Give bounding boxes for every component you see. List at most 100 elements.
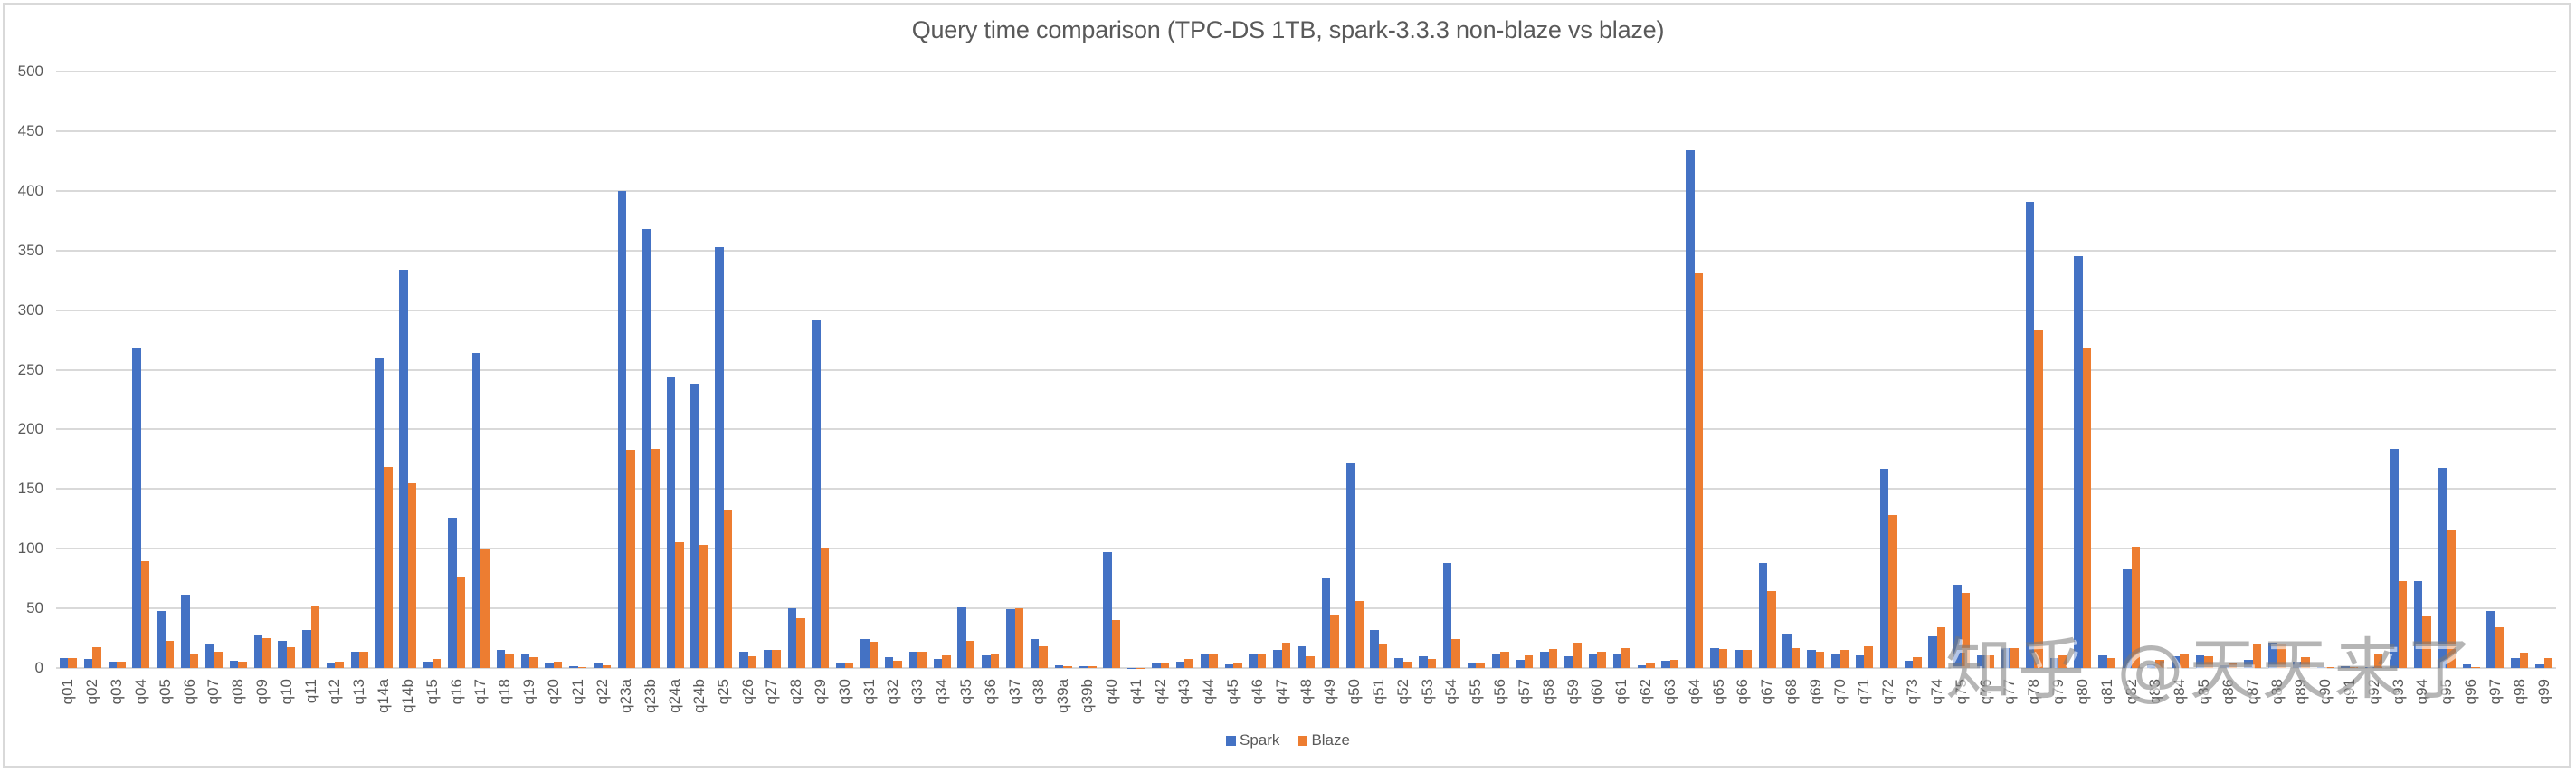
bar-spark[interactable] xyxy=(1637,665,1647,668)
bar-spark[interactable] xyxy=(2390,448,2399,668)
bar-blaze[interactable] xyxy=(2010,647,2019,668)
bar-spark[interactable] xyxy=(181,594,190,668)
bar-blaze[interactable] xyxy=(1427,659,1437,668)
bar-blaze[interactable] xyxy=(214,651,223,668)
bar-spark[interactable] xyxy=(2001,648,2010,668)
bar-spark[interactable] xyxy=(763,649,773,668)
bar-spark[interactable] xyxy=(1273,649,1282,668)
bar-blaze[interactable] xyxy=(432,659,442,668)
bar-spark[interactable] xyxy=(642,228,651,668)
bar-blaze[interactable] xyxy=(505,654,514,668)
bar-blaze[interactable] xyxy=(529,657,538,668)
bar-spark[interactable] xyxy=(1006,609,1015,668)
bar-spark[interactable] xyxy=(326,663,336,668)
bar-spark[interactable] xyxy=(229,660,239,668)
bar-spark[interactable] xyxy=(1030,638,1040,668)
bar-blaze[interactable] xyxy=(651,448,660,668)
bar-spark[interactable] xyxy=(957,607,966,668)
bar-spark[interactable] xyxy=(1079,666,1088,668)
bar-spark[interactable] xyxy=(2220,664,2229,668)
bar-blaze[interactable] xyxy=(2543,658,2553,668)
bar-blaze[interactable] xyxy=(844,663,854,668)
bar-blaze[interactable] xyxy=(1451,638,1460,668)
bar-blaze[interactable] xyxy=(165,641,175,668)
bar-spark[interactable] xyxy=(1394,658,1403,668)
bar-spark[interactable] xyxy=(1782,633,1792,668)
bar-blaze[interactable] xyxy=(2180,654,2189,668)
bar-blaze[interactable] xyxy=(1355,601,1364,668)
bar-spark[interactable] xyxy=(982,654,991,668)
bar-spark[interactable] xyxy=(302,629,311,668)
bar-spark[interactable] xyxy=(1588,654,1598,668)
bar-blaze[interactable] xyxy=(2325,666,2334,668)
bar-blaze[interactable] xyxy=(2252,644,2262,668)
bar-blaze[interactable] xyxy=(675,541,684,668)
bar-blaze[interactable] xyxy=(310,606,320,668)
bar-spark[interactable] xyxy=(1175,661,1185,668)
bar-blaze[interactable] xyxy=(262,637,271,668)
bar-blaze[interactable] xyxy=(1718,648,1728,668)
bar-blaze[interactable] xyxy=(1888,515,1897,668)
bar-spark[interactable] xyxy=(1491,653,1501,668)
bar-spark[interactable] xyxy=(1249,654,1258,668)
bar-blaze[interactable] xyxy=(2228,663,2238,668)
bar-spark[interactable] xyxy=(2171,655,2181,668)
bar-blaze[interactable] xyxy=(965,641,975,668)
bar-blaze[interactable] xyxy=(335,662,344,668)
bar-blaze[interactable] xyxy=(553,662,563,668)
bar-blaze[interactable] xyxy=(1597,652,1606,668)
bar-blaze[interactable] xyxy=(990,654,1000,668)
bar-spark[interactable] xyxy=(1661,660,1670,668)
bar-blaze[interactable] xyxy=(456,577,466,668)
bar-spark[interactable] xyxy=(545,663,554,668)
bar-spark[interactable] xyxy=(2268,642,2277,668)
bar-spark[interactable] xyxy=(2462,664,2472,668)
bar-blaze[interactable] xyxy=(2398,581,2408,668)
bar-blaze[interactable] xyxy=(189,654,199,668)
bar-spark[interactable] xyxy=(2316,666,2326,668)
bar-spark[interactable] xyxy=(278,640,287,668)
bar-blaze[interactable] xyxy=(2373,654,2383,668)
bar-blaze[interactable] xyxy=(359,652,368,668)
bar-spark[interactable] xyxy=(812,320,821,668)
bar-spark[interactable] xyxy=(666,377,676,668)
bar-spark[interactable] xyxy=(1152,663,1161,668)
bar-spark[interactable] xyxy=(204,644,214,668)
bar-blaze[interactable] xyxy=(699,545,708,668)
bar-blaze[interactable] xyxy=(1961,592,1971,668)
bar-spark[interactable] xyxy=(1686,150,1695,668)
bar-spark[interactable] xyxy=(375,357,385,668)
bar-blaze[interactable] xyxy=(1160,662,1170,668)
bar-spark[interactable] xyxy=(2341,666,2350,668)
bar-spark[interactable] xyxy=(132,348,141,668)
bar-blaze[interactable] xyxy=(1524,654,1534,668)
legend-item-blaze[interactable]: Blaze xyxy=(1298,731,1350,749)
bar-spark[interactable] xyxy=(2438,467,2448,668)
bar-spark[interactable] xyxy=(594,663,603,668)
bar-blaze[interactable] xyxy=(1815,652,1825,668)
bar-spark[interactable] xyxy=(2486,610,2495,668)
bar-blaze[interactable] xyxy=(1209,654,1218,668)
bar-spark[interactable] xyxy=(617,190,627,668)
bar-blaze[interactable] xyxy=(480,549,490,668)
bar-blaze[interactable] xyxy=(68,658,77,668)
bar-spark[interactable] xyxy=(2049,658,2059,668)
bar-blaze[interactable] xyxy=(1913,657,1922,668)
bar-spark[interactable] xyxy=(1879,468,1889,668)
bar-spark[interactable] xyxy=(2292,662,2302,668)
bar-spark[interactable] xyxy=(1370,630,1379,668)
bar-blaze[interactable] xyxy=(723,509,733,668)
bar-spark[interactable] xyxy=(836,662,845,668)
bar-blaze[interactable] xyxy=(1233,663,1242,668)
bar-spark[interactable] xyxy=(1321,578,1331,668)
bar-blaze[interactable] xyxy=(117,661,126,668)
bar-spark[interactable] xyxy=(1855,654,1865,668)
bar-spark[interactable] xyxy=(2123,569,2132,668)
bar-blaze[interactable] xyxy=(1476,663,1485,668)
bar-blaze[interactable] xyxy=(2082,348,2092,668)
bar-spark[interactable] xyxy=(1103,551,1112,668)
bar-spark[interactable] xyxy=(569,666,578,668)
bar-blaze[interactable] xyxy=(1014,608,1024,668)
bar-blaze[interactable] xyxy=(1063,665,1072,668)
bar-spark[interactable] xyxy=(1710,647,1719,668)
